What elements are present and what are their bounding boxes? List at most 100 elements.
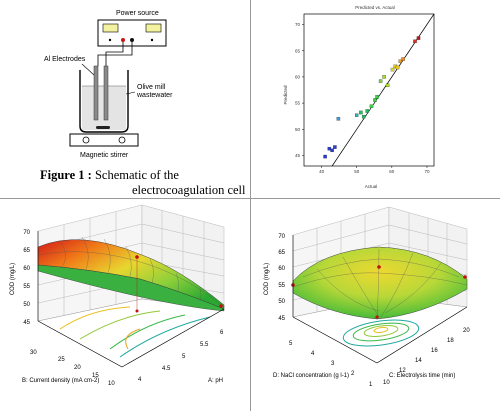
y-tick-65: 65 <box>295 48 301 53</box>
surface1-b-axis <box>37 320 123 368</box>
surface2-d-tick-1: 1 <box>369 382 373 388</box>
power-display-left <box>102 23 119 33</box>
surface1-b-tick-10: 10 <box>108 381 115 387</box>
figure-caption: Figure 1 : Schematic of the electrocoagu… <box>40 168 245 198</box>
wastewater-label-1: Olive mill <box>137 84 166 91</box>
x-tick-70: 70 <box>424 169 430 174</box>
y-axis-label: Predicted <box>283 85 288 105</box>
surface1-wireframe <box>37 236 225 308</box>
surface1-z-tick-60: 60 <box>23 266 30 272</box>
power-source-label: Power source <box>116 10 159 17</box>
caption-line-2: electrocoagulation cell <box>132 183 246 197</box>
data-point-11 <box>373 98 377 102</box>
surface2-c-tick-18: 18 <box>447 338 454 344</box>
caption-label: Figure 1 : <box>40 168 92 182</box>
surface1-a-tick-5-5: 5.5 <box>200 342 209 348</box>
surface2-point-right <box>463 275 467 279</box>
response-surface-2: 70 65 60 55 50 45 COD (mg/L) 5 4 3 2 1 D… <box>264 206 470 388</box>
surface1-z-tick-50: 50 <box>23 302 30 308</box>
electrode-plate-left <box>93 65 99 121</box>
surface1-a-tick-4: 4 <box>138 377 142 383</box>
surface1-a-tick-6: 6 <box>220 330 224 336</box>
stir-bar <box>96 126 110 129</box>
surface2-wireframe <box>292 248 468 320</box>
y-tick-55: 55 <box>295 101 301 106</box>
surface1-a-tick-5: 5 <box>182 354 186 360</box>
tick-marks <box>302 24 428 168</box>
y-tick-labels: 45 50 55 60 65 70 <box>295 22 301 158</box>
data-point-19 <box>398 59 403 63</box>
x-axis-label: Actual <box>365 184 378 189</box>
surface2-point-front <box>375 315 379 319</box>
y-tick-50: 50 <box>295 127 301 132</box>
predicted-vs-actual-panel: Predicted vs. Actual Actual Predicted 40… <box>251 0 500 198</box>
surface2-c-tick-16: 16 <box>431 348 438 354</box>
data-point-7 <box>359 110 363 115</box>
surface2-c-tick-12: 12 <box>399 368 406 374</box>
surface1-a-label: A: pH <box>208 378 223 384</box>
data-point-22 <box>416 36 421 40</box>
surface2-c-tick-10: 10 <box>383 380 390 386</box>
data-point-1 <box>323 154 327 159</box>
data-point-20 <box>401 57 405 61</box>
surface2-z-tick-55: 55 <box>278 283 285 289</box>
schematic-panel: Power source Al Electrodes Olive mill wa… <box>0 0 250 198</box>
electrodes-pointer <box>81 63 95 76</box>
surface2-z-tick-60: 60 <box>278 266 285 272</box>
surface1-z-tick-70: 70 <box>23 230 30 236</box>
stirrer-dial-right <box>118 136 126 144</box>
y-tick-45: 45 <box>295 153 301 158</box>
data-point-9 <box>365 109 369 113</box>
data-point-4 <box>333 145 337 149</box>
vertical-divider <box>250 0 251 411</box>
data-point-5 <box>336 117 341 121</box>
surface1-b-tick-20: 20 <box>74 365 81 371</box>
surface1-b-label: B: Current density (mA cm-2) <box>22 378 99 384</box>
response-surface-1-panel: 70 65 60 55 50 45 COD (mg/L) 30 25 20 15… <box>0 199 250 411</box>
surface2-d-label: D: NaCl concentration (g l-1) <box>273 373 349 379</box>
surface2-z-label: COD (mg/L) <box>264 263 270 295</box>
surface1-z-tick-55: 55 <box>23 284 30 290</box>
stirrer-label: Magnetic stirrer <box>80 152 129 159</box>
caption-line-1: Schematic of the <box>94 168 179 182</box>
x-tick-50: 50 <box>354 169 360 174</box>
surface2-z-tick-65: 65 <box>278 250 285 256</box>
response-surface-2-panel: 70 65 60 55 50 45 COD (mg/L) 5 4 3 2 1 D… <box>251 199 500 411</box>
surface2-d-tick-4: 4 <box>311 351 315 357</box>
surface1-contours <box>59 306 211 358</box>
surface1-b-tick-30: 30 <box>30 350 37 356</box>
surface2-c-axis <box>376 306 468 364</box>
data-point-3 <box>330 148 334 153</box>
surface1-b-tick-15: 15 <box>92 373 99 379</box>
power-knob-small-left <box>108 38 112 42</box>
data-point-8 <box>361 114 366 119</box>
electrocoagulation-diagram: Power source Al Electrodes Olive mill wa… <box>44 10 173 159</box>
beaker <box>79 70 129 133</box>
surface2-d-tick-3: 3 <box>331 361 335 367</box>
y-tick-60: 60 <box>295 75 301 80</box>
surface2-d-axis <box>292 316 378 364</box>
x-tick-60: 60 <box>389 169 395 174</box>
data-points <box>323 36 421 159</box>
data-point-12 <box>375 95 379 99</box>
wastewater-label-2: wastewater <box>136 92 173 99</box>
surface1-a-tick-4-5: 4.5 <box>162 366 171 372</box>
surface2-point-center <box>377 265 381 269</box>
data-point-16 <box>390 67 395 72</box>
electrodes-label: Al Electrodes <box>44 56 86 63</box>
data-point-15 <box>385 83 390 88</box>
plot-frame <box>303 13 435 167</box>
x-tick-labels: 40 50 60 70 <box>319 169 430 174</box>
response-surface-1: 70 65 60 55 50 45 COD (mg/L) 30 25 20 15… <box>10 204 225 387</box>
data-point-14 <box>382 75 386 79</box>
power-knob-small-right <box>150 38 154 42</box>
surface2-c-label: C: Electrolysis time (min) <box>389 373 455 379</box>
wastewater-pointer <box>125 91 136 95</box>
wire-negative <box>106 42 133 56</box>
predicted-vs-actual-chart: Predicted vs. Actual Actual Predicted 40… <box>283 5 435 189</box>
surface2-contours <box>342 319 420 347</box>
surface1-front-edge <box>37 264 225 312</box>
surface1-point-a <box>135 255 139 259</box>
surface1-a-axis <box>121 308 225 368</box>
surface1-point-b <box>219 304 223 308</box>
